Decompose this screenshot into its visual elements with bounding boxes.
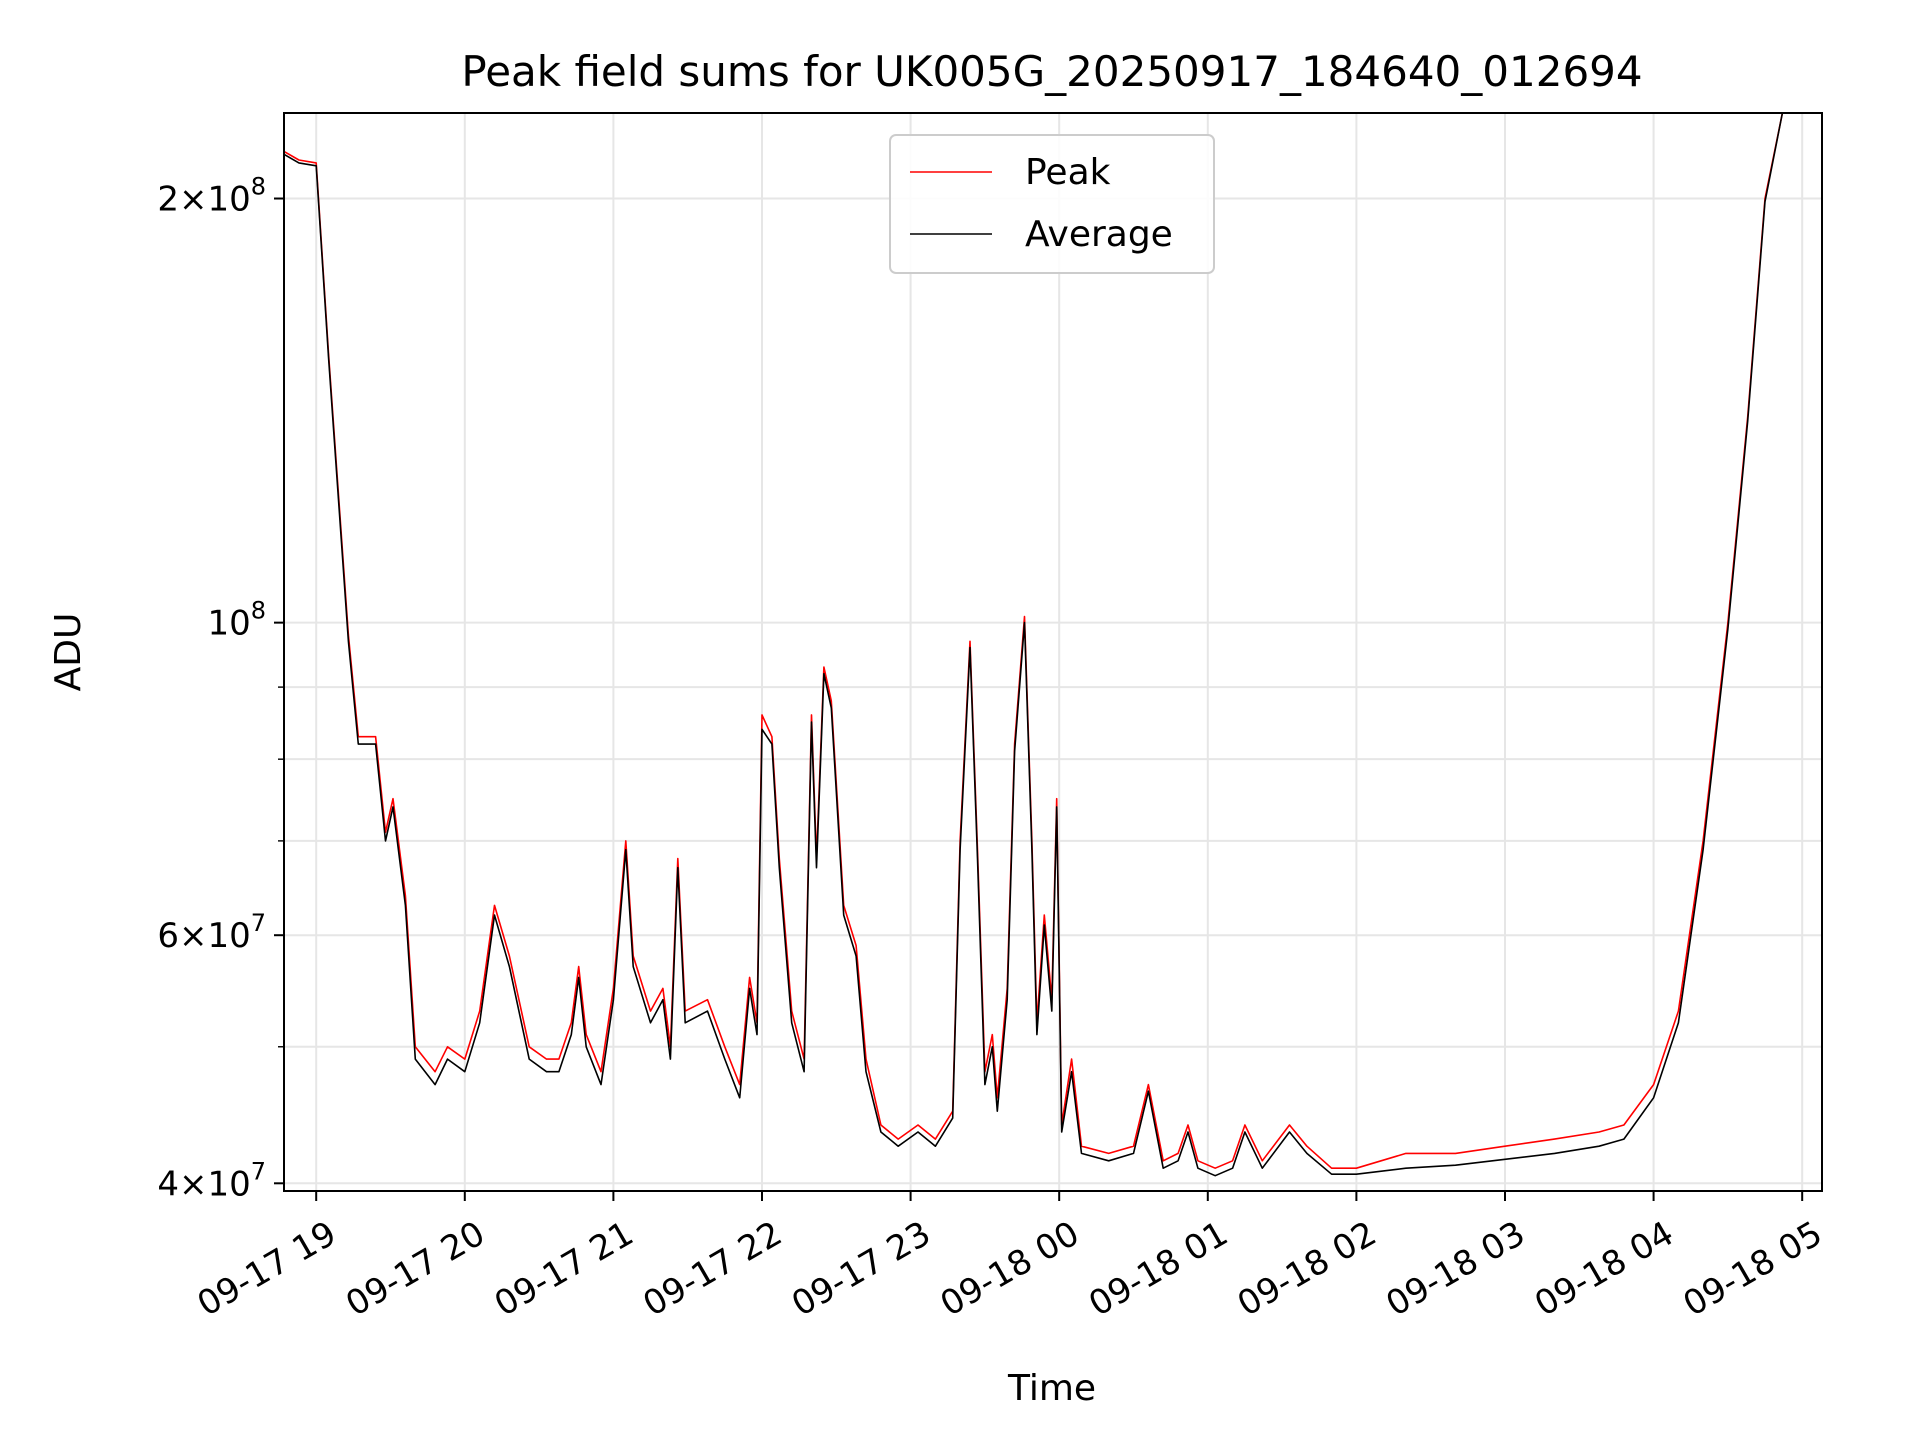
plot-frame	[283, 112, 1823, 1192]
chart-title: Peak field sums for UK005G_20250917_1846…	[461, 47, 1642, 96]
series-line-average	[284, 113, 1790, 1177]
x-axis-title: Time	[1007, 1368, 1096, 1409]
y-axis-title: ADU	[48, 613, 89, 692]
legend: Peak Average	[889, 134, 1215, 274]
series-line-peak	[284, 113, 1790, 1169]
legend-label-average: Average	[1025, 214, 1173, 255]
series-layer	[284, 113, 1790, 1177]
legend-box	[889, 134, 1215, 274]
y-tick-label: 6×107	[157, 909, 266, 956]
y-tick-label: 2×108	[157, 173, 266, 220]
y-tick-label: 108	[207, 597, 266, 644]
y-tick-label: 4×107	[157, 1157, 266, 1204]
y-axis-ticks: 4×107 6×107 108 2×108	[157, 173, 284, 1204]
legend-label-peak: Peak	[1025, 152, 1111, 193]
